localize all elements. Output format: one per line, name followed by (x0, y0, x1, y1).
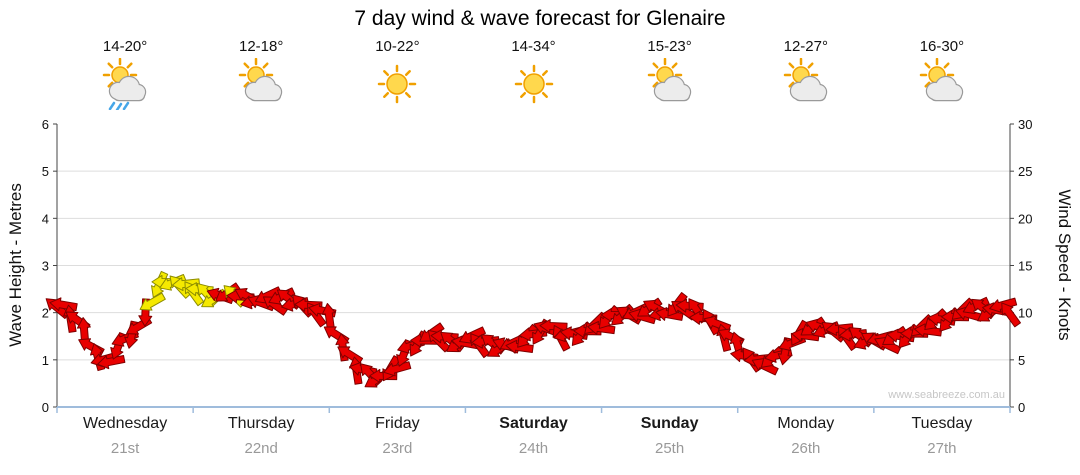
sun-cloud-icon (780, 57, 832, 110)
date-label: 26th (791, 440, 821, 457)
day-forecast-friday: 10-22° (329, 38, 465, 110)
date-label: 23rd (382, 440, 413, 457)
day-forecast-thursday: 12-18° (193, 38, 329, 110)
sun-ray (943, 62, 950, 69)
sunny-icon (371, 58, 423, 110)
day-forecast-saturday: 14-34° (466, 38, 602, 110)
right-axis-tick-label: 15 (1018, 259, 1032, 274)
sun-ray (405, 70, 412, 77)
sun-icon (514, 64, 553, 104)
sun-ray (541, 91, 548, 98)
sun-ray (788, 81, 795, 88)
sun-ray (807, 62, 814, 69)
sun-ray (126, 62, 133, 69)
sun-ray (541, 70, 548, 77)
sun-ray (519, 91, 526, 98)
sun-cloud-icon (235, 57, 287, 110)
day-label-thursday: Thursday (227, 415, 295, 432)
date-label: 25th (654, 440, 685, 457)
sun-ray (383, 91, 390, 98)
left-axis-tick-label: 4 (42, 211, 49, 226)
left-axis-title: Wave Height - Metres (6, 183, 25, 347)
day-forecast-wednesday: 14-20° (57, 38, 193, 112)
sun-ray (652, 81, 659, 88)
left-axis-tick-label: 0 (42, 400, 49, 415)
wind-arrow (955, 306, 984, 322)
right-axis-tick-label: 25 (1018, 164, 1032, 179)
right-axis-title: Wind Speed - Knots (1055, 189, 1074, 341)
right-axis-tick-label: 30 (1018, 117, 1032, 132)
wind-arrow (97, 355, 126, 370)
temperature-range: 14-20° (102, 38, 148, 55)
right-axis-tick-label: 20 (1018, 211, 1032, 226)
sun-ray (383, 70, 390, 77)
temperature-range: 12-27° (783, 38, 828, 55)
temperature-range: 15-23° (647, 38, 692, 55)
day-forecast-monday: 12-27° (738, 38, 874, 110)
wind-arrow (913, 323, 943, 338)
sun-ray (652, 62, 659, 69)
temperature-range: 16-30° (919, 38, 965, 55)
day-forecast-tuesday: 16-30° (874, 38, 1010, 110)
sun-cloud-icon (916, 57, 968, 110)
sun-ray (405, 91, 412, 98)
sun-cloud-rain-icon (99, 57, 151, 112)
wind-arrow (874, 336, 902, 355)
chart-title: 7 day wind & wave forecast for Glenaire (354, 7, 726, 30)
sun-ray (519, 70, 526, 77)
temperature-range: 14-34° (511, 38, 556, 55)
cloud-icon (789, 75, 827, 102)
date-label: 24th (518, 440, 549, 457)
right-axis-tick-label: 5 (1018, 353, 1025, 368)
left-axis-tick-label: 5 (42, 164, 49, 179)
date-label: 22nd (244, 440, 278, 457)
sun-ray (262, 62, 269, 69)
sun-ray (243, 81, 250, 88)
left-axis-tick-label: 2 (42, 306, 49, 321)
day-label-tuesday: Tuesday (911, 415, 973, 432)
left-axis-tick-label: 1 (42, 353, 49, 368)
wind-arrow (383, 361, 412, 377)
sun-cloud-icon (644, 57, 696, 110)
left-axis-tick-label: 6 (42, 117, 49, 132)
sun-ray (924, 81, 931, 88)
sun-ray (671, 62, 678, 69)
day-forecast-sunday: 15-23° (602, 38, 738, 110)
sun-ray (107, 62, 114, 69)
date-label: 27th (927, 440, 957, 457)
temperature-range: 10-22° (375, 38, 420, 55)
cloud-icon (653, 75, 691, 102)
sun-ray (107, 81, 114, 88)
cloud-icon (108, 75, 147, 102)
sun-icon (378, 64, 417, 104)
day-label-sunday: Sunday (640, 415, 699, 432)
sun-ray (243, 62, 250, 69)
day-label-monday: Monday (777, 415, 835, 432)
right-axis-tick-label: 0 (1018, 400, 1025, 415)
sun-ray (788, 62, 795, 69)
temperature-range: 12-18° (239, 38, 284, 55)
day-label-friday: Friday (375, 415, 420, 432)
right-axis-tick-label: 10 (1018, 306, 1032, 321)
wind-arrow (1001, 302, 1021, 328)
cloud-icon (925, 75, 964, 102)
sun-ray (924, 62, 931, 69)
cloud-icon (244, 75, 283, 102)
rain-icon (108, 101, 130, 112)
day-label-saturday: Saturday (499, 415, 568, 432)
wind-arrow-strong (139, 292, 166, 311)
left-axis-tick-label: 3 (42, 259, 49, 274)
sunny-icon (508, 58, 560, 110)
date-label: 21st (110, 440, 140, 457)
day-label-wednesday: Wednesday (82, 415, 168, 432)
watermark: www.seabreeze.com.au (887, 389, 1005, 401)
